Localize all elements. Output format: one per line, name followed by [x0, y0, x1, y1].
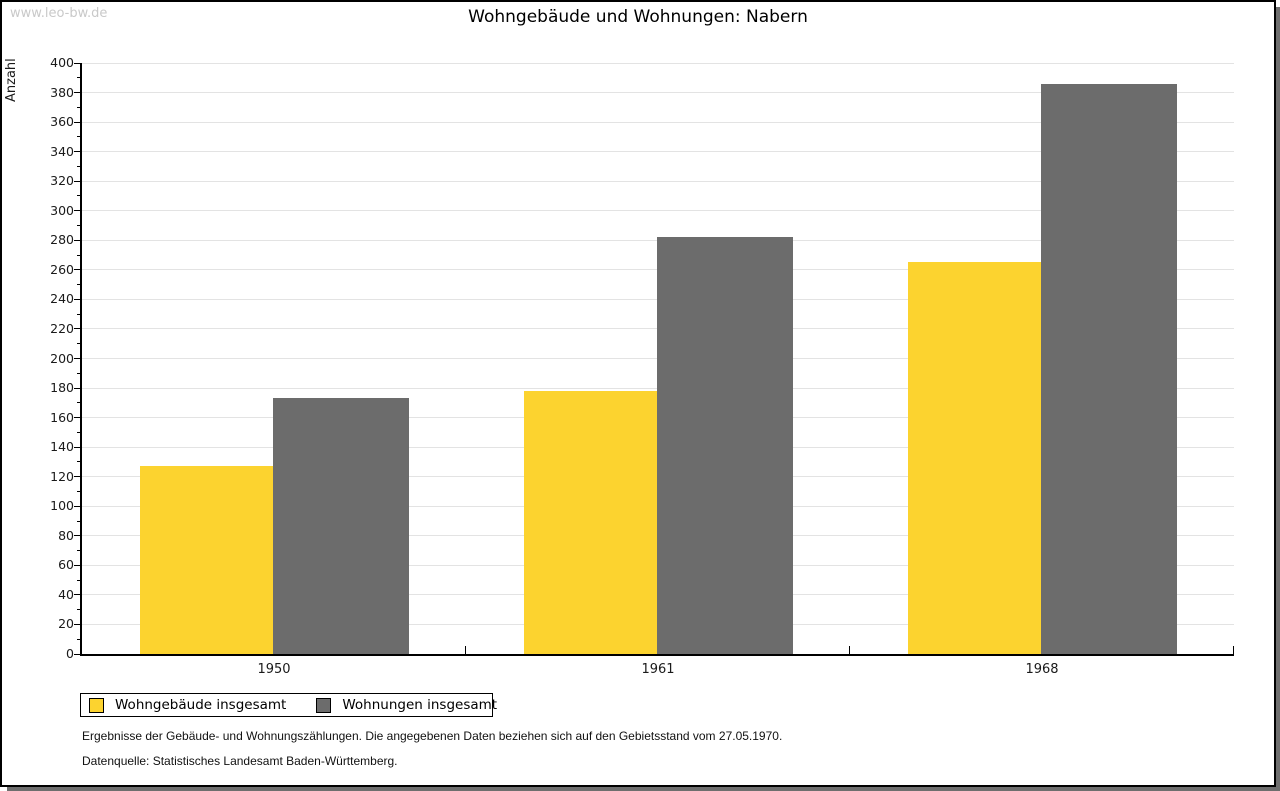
- y-tick-label: 260: [50, 261, 74, 277]
- grid-line: [82, 210, 1234, 212]
- y-tick-minor: [77, 284, 80, 286]
- frame-shadow-bottom: [7, 787, 1280, 791]
- y-tick-label: 120: [50, 468, 74, 484]
- y-tick-minor: [77, 461, 80, 463]
- grid-line: [82, 92, 1234, 94]
- frame-shadow-right: [1276, 7, 1280, 787]
- y-tick-minor: [77, 550, 80, 552]
- x-axis-label: 1950: [257, 662, 291, 677]
- y-tick-minor: [77, 195, 80, 197]
- y-tick-minor: [77, 313, 80, 315]
- y-tick-label: 340: [50, 143, 74, 159]
- y-tick: [74, 269, 80, 271]
- y-tick-minor: [77, 402, 80, 404]
- y-tick: [74, 594, 80, 596]
- y-tick-label: 180: [50, 380, 74, 396]
- y-tick-minor: [77, 77, 80, 79]
- bar: [273, 398, 409, 654]
- y-tick-label: 80: [58, 527, 74, 543]
- y-tick-minor: [77, 579, 80, 581]
- watermark: www.leo-bw.de: [10, 6, 108, 21]
- y-tick-label: 240: [50, 291, 74, 307]
- legend-label: Wohngebäude insgesamt: [115, 697, 287, 713]
- legend: Wohngebäude insgesamt Wohnungen insgesamt: [80, 693, 497, 717]
- y-tick-label: 20: [58, 616, 74, 632]
- y-tick-label: 0: [66, 646, 74, 661]
- y-tick-minor: [77, 106, 80, 108]
- x-axis-label: 1968: [1025, 662, 1059, 677]
- y-tick-minor: [77, 372, 80, 374]
- y-tick-minor: [77, 431, 80, 433]
- grid-line: [82, 151, 1234, 153]
- legend-swatch: [89, 697, 104, 713]
- grid-line: [82, 180, 1234, 182]
- y-tick: [74, 239, 80, 241]
- y-tick-label: 200: [50, 350, 74, 366]
- y-tick-minor: [77, 638, 80, 640]
- x-tick: [849, 646, 850, 654]
- grid-line: [82, 62, 1234, 64]
- chart-title: Wohngebäude und Wohnungen: Nabern: [468, 7, 808, 27]
- y-tick-label: 400: [50, 55, 74, 70]
- y-tick-minor: [77, 490, 80, 492]
- y-tick: [74, 535, 80, 537]
- y-tick: [74, 328, 80, 330]
- y-tick: [74, 358, 80, 359]
- y-tick-minor: [77, 520, 80, 522]
- y-tick-label: 300: [50, 202, 74, 218]
- bar: [140, 466, 273, 654]
- y-tick-label: 380: [50, 84, 74, 100]
- bar: [908, 262, 1041, 654]
- y-tick-label: 100: [50, 498, 74, 514]
- y-tick-label: 40: [58, 586, 74, 602]
- y-tick-label: 220: [50, 320, 74, 336]
- y-tick-minor: [77, 609, 80, 611]
- y-tick: [74, 210, 80, 212]
- y-tick: [74, 387, 80, 389]
- y-tick-label: 140: [50, 439, 74, 455]
- y-tick: [74, 564, 80, 566]
- y-tick-label: 60: [58, 557, 74, 573]
- y-axis-tick-labels: 0 20 40 60 80 100 120 140 160 180 200 220 240 260 280 3…: [30, 56, 74, 661]
- y-tick-minor: [77, 343, 80, 345]
- y-axis-label: Anzahl: [4, 58, 19, 102]
- legend-item: Wohnungen insgesamt: [286, 697, 497, 713]
- y-tick: [74, 151, 80, 153]
- y-tick: [74, 121, 80, 123]
- x-tick: [465, 646, 466, 654]
- bar: [524, 391, 657, 654]
- x-axis-label: 1961: [641, 662, 675, 677]
- y-tick-label: 360: [50, 114, 74, 130]
- grid-line: [82, 121, 1234, 123]
- y-tick: [74, 298, 80, 300]
- y-tick: [74, 505, 80, 507]
- y-tick-label: 160: [50, 409, 74, 425]
- y-tick: [74, 653, 80, 655]
- legend-item: Wohngebäude insgesamt: [81, 697, 286, 713]
- legend-label: Wohnungen insgesamt: [342, 697, 498, 713]
- legend-swatch: [316, 697, 332, 713]
- footnote-data-source: Datenquelle: Statistisches Landesamt Bad…: [82, 754, 398, 768]
- y-tick-minor: [77, 136, 80, 138]
- footnote-source-note: Ergebnisse der Gebäude- und Wohnungszähl…: [82, 729, 783, 743]
- plot-area: 1950 1961 1968: [74, 62, 1234, 677]
- y-tick: [74, 476, 80, 478]
- y-tick-minor: [77, 165, 80, 167]
- y-tick: [74, 180, 80, 182]
- bar: [657, 237, 793, 654]
- y-tick: [74, 417, 80, 419]
- y-tick-minor: [77, 254, 80, 256]
- y-tick-minor: [77, 225, 80, 227]
- y-tick: [74, 446, 80, 448]
- y-tick-label: 280: [50, 232, 74, 248]
- y-tick: [74, 92, 80, 94]
- y-tick: [74, 623, 80, 625]
- y-tick-label: 320: [50, 173, 74, 189]
- bar: [1041, 83, 1177, 654]
- y-tick: [74, 62, 80, 64]
- x-tick: [1233, 646, 1234, 654]
